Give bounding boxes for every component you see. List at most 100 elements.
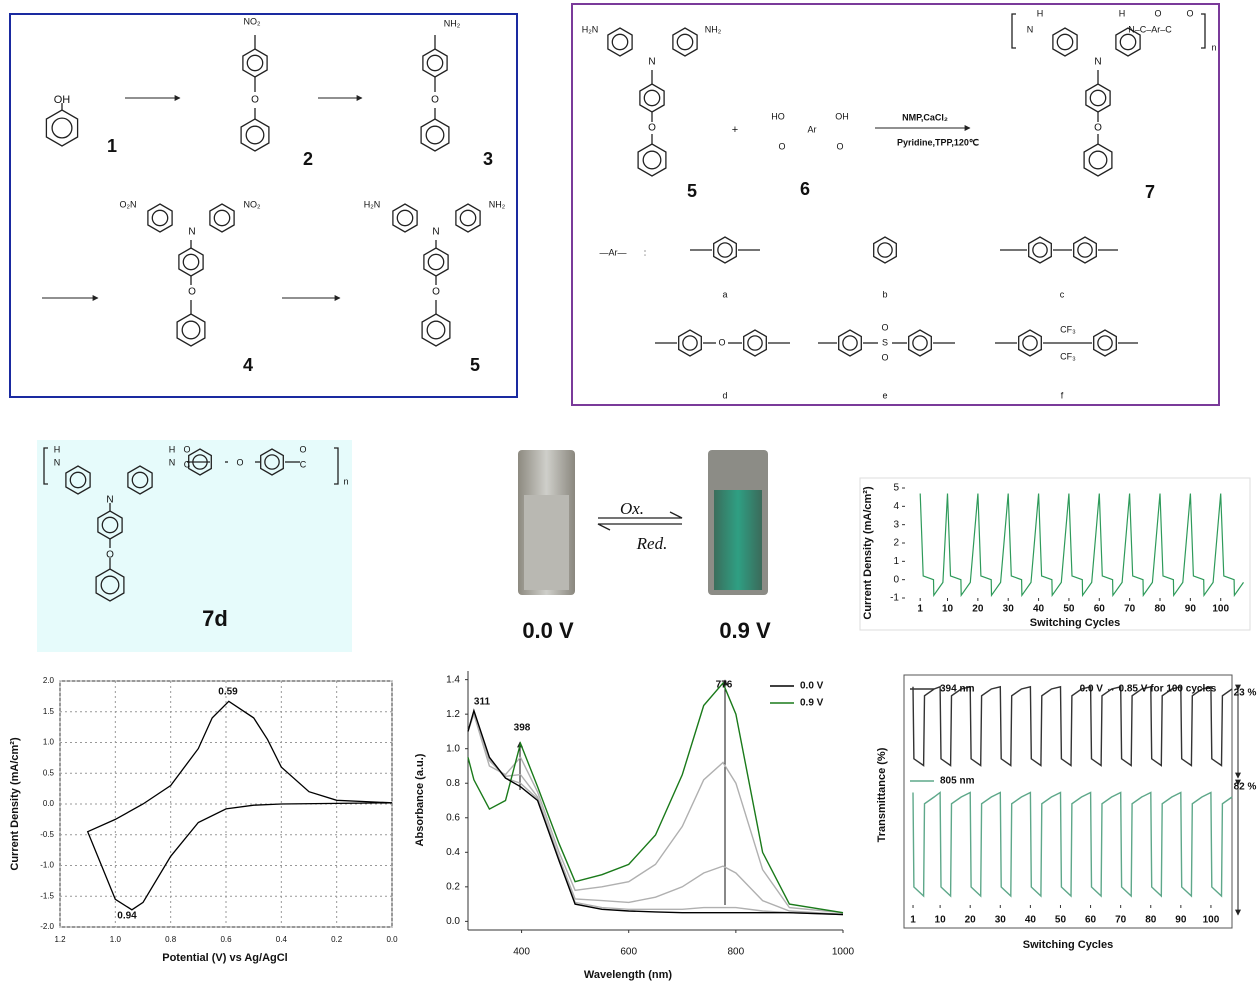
y-tick-label: 0.2: [446, 881, 460, 892]
scheme-2-label: O: [718, 337, 725, 347]
scheme-1-label: 2: [303, 149, 313, 169]
scheme-2-label: 5: [687, 181, 697, 201]
x-tick-label: 80: [1154, 604, 1166, 615]
scheme-2-label: Ar: [808, 124, 817, 134]
scheme-2-label: N: [1027, 24, 1034, 34]
x-tick-label: 80: [1145, 915, 1157, 926]
benzene-ring: [424, 248, 448, 276]
x-tick-label: 40: [1033, 604, 1045, 615]
chart-4-frame: [904, 675, 1232, 928]
scheme-2-label: —Ar—: [600, 247, 627, 257]
benzene-ring: [638, 144, 666, 176]
figure: OH1NO₂O2NH₂O3O₂NNO₂NO4H₂NNH₂NO5H₂NNH₂NO5…: [0, 0, 1259, 981]
legend-label: 0.9 V: [800, 698, 824, 709]
scheme-2-label: H: [1119, 8, 1126, 18]
scheme-7d-label: N: [106, 495, 113, 506]
data-line: [468, 711, 843, 915]
annotation: 82 %: [1234, 782, 1257, 793]
y-tick-label: 4: [893, 501, 899, 512]
data-line: [88, 701, 392, 910]
x-tick-label: 0.6: [220, 935, 232, 944]
scheme-1-label: O: [432, 287, 440, 298]
scheme-2-label: +: [732, 124, 738, 136]
benzene-ring: [1019, 330, 1042, 356]
cuvette-oxidized-solution: [714, 490, 762, 590]
x-tick-label: 30: [1003, 604, 1015, 615]
x-tick-label: 600: [620, 947, 637, 958]
annotation: 23 %: [1234, 688, 1257, 699]
y-axis-title: Transmittance (%): [876, 747, 888, 842]
benzene-ring: [744, 330, 767, 356]
aromatic-circle: [718, 243, 732, 257]
y-tick-label: 0.0: [446, 916, 460, 927]
x-tick-label: 0.8: [165, 935, 177, 944]
x-axis-title: Switching Cycles: [1023, 939, 1113, 951]
cuvette-reduced-solution: [524, 495, 569, 590]
scheme-1-label: H₂N: [364, 199, 381, 209]
scheme-2-label: 7: [1145, 182, 1155, 202]
aromatic-circle: [1023, 336, 1037, 350]
x-axis-title: Wavelength (nm): [584, 969, 673, 981]
benzene-ring: [423, 49, 447, 77]
scheme-2-label: d: [722, 390, 727, 400]
benzene-ring: [714, 237, 737, 263]
benzene-ring: [46, 110, 77, 146]
x-tick-label: 0.2: [331, 935, 343, 944]
photos-label: 0.9 V: [719, 618, 771, 643]
benzene-ring: [909, 330, 932, 356]
scheme-2-frame: [572, 4, 1219, 405]
scheme-2-label: N: [648, 57, 655, 68]
legend-label: 394 nm: [940, 684, 975, 695]
aromatic-circle: [246, 126, 264, 144]
scheme-2-label: 6: [800, 179, 810, 199]
x-tick-label: 1: [917, 604, 923, 615]
aromatic-circle: [1120, 34, 1135, 49]
x-tick-label: 30: [995, 915, 1007, 926]
y-tick-label: 1.0: [446, 743, 460, 754]
x-tick-label: 1.2: [54, 935, 66, 944]
benzene-ring: [1084, 144, 1112, 176]
aromatic-circle: [1033, 243, 1047, 257]
benzene-ring: [148, 204, 172, 232]
benzene-ring: [608, 28, 632, 56]
scheme-1-label: O: [188, 287, 196, 298]
aromatic-circle: [644, 90, 659, 105]
scheme-2-label: H: [1037, 8, 1044, 18]
benzene-ring: [1053, 28, 1077, 56]
annotation: 398: [514, 723, 531, 734]
x-tick-label: 50: [1063, 604, 1075, 615]
scheme-2-label: O: [648, 123, 656, 134]
scheme-1-label: 3: [483, 149, 493, 169]
scheme-1-label: N: [432, 227, 439, 238]
scheme-2-label: N–C–Ar–C: [1128, 24, 1172, 34]
benzene-ring: [679, 330, 702, 356]
aromatic-circle: [878, 243, 892, 257]
page: OH1NO₂O2NH₂O3O₂NNO₂NO4H₂NNH₂NO5H₂NNH₂NO5…: [0, 0, 1259, 981]
scheme-2-label: NMP,CaCl₂: [902, 112, 948, 122]
scheme-2-label: N: [1094, 57, 1101, 68]
benzene-ring: [393, 204, 417, 232]
scheme-1-label: 1: [107, 136, 117, 156]
scheme-1-label: O₂N: [120, 199, 137, 209]
photos-label: Ox.: [620, 499, 644, 518]
y-axis-title: Absorbance (a.u.): [414, 753, 426, 846]
scheme-2-label: OH: [835, 111, 849, 121]
y-axis-title: Current Density (mA/cm²): [862, 486, 874, 620]
benzene-ring: [1074, 237, 1097, 263]
scheme-2-label: b: [882, 289, 887, 299]
scheme-1-label: OH: [54, 94, 71, 106]
photos-label: 0.0 V: [522, 618, 574, 643]
x-tick-label: 1000: [832, 947, 855, 958]
scheme-1-label: N: [188, 227, 195, 238]
polymer-bracket: [1201, 14, 1205, 48]
aromatic-circle: [683, 336, 697, 350]
annotation: 776: [716, 680, 733, 691]
y-tick-label: 2: [893, 538, 899, 549]
aromatic-circle: [643, 151, 661, 169]
benzene-ring: [210, 204, 234, 232]
x-tick-label: 100: [1203, 915, 1220, 926]
scheme-7d-label: O: [236, 457, 243, 467]
data-line: [468, 683, 843, 913]
scheme-2-label: H₂N: [582, 24, 599, 34]
x-tick-label: 20: [972, 604, 984, 615]
